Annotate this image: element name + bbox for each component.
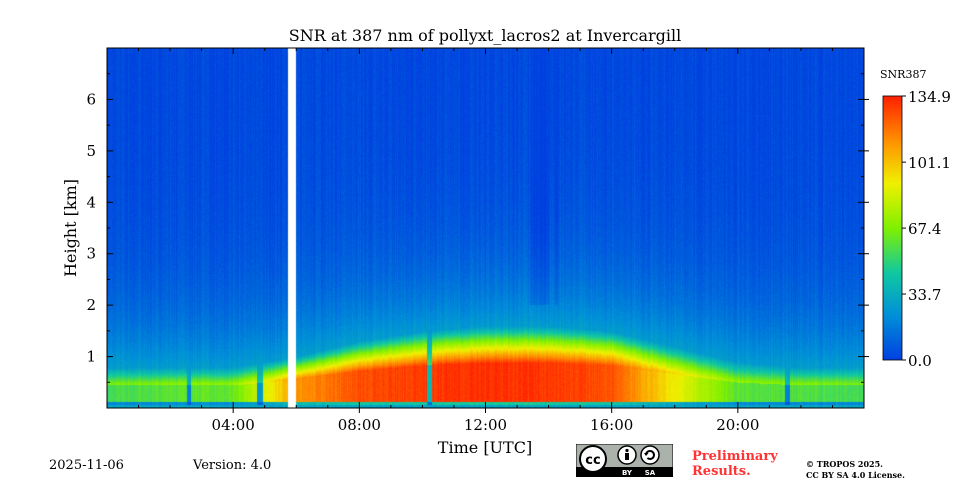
- preliminary-line-1: Preliminary: [692, 449, 778, 464]
- y-axis-label: Height [km]: [61, 179, 80, 277]
- y-tick-label: 2: [86, 296, 96, 314]
- creative-commons-icon: cc: [579, 445, 607, 473]
- y-tick-label: 4: [86, 193, 96, 211]
- colorbar-tick-label: 134.9: [908, 88, 951, 106]
- y-tick-label: 5: [86, 142, 96, 160]
- colorbar-tick-label: 0.0: [908, 352, 932, 370]
- svg-text:cc: cc: [585, 453, 600, 468]
- y-tick-label: 3: [86, 245, 96, 263]
- share-alike-icon: [640, 445, 660, 465]
- copyright-line-2: CC BY SA 4.0 License.: [806, 470, 905, 480]
- preliminary-line-2: Results.: [692, 464, 751, 479]
- y-axis: 1 2 3 4 5 6: [86, 73, 869, 383]
- cc-by-sa-license-badge: cc BY SA: [576, 444, 673, 477]
- snr-heatmap: [107, 48, 864, 408]
- colorbar-tick-label: 101.1: [908, 154, 951, 172]
- x-axis: 04:00 08:00 12:00 16:00 20:00: [138, 48, 833, 434]
- footer-date: 2025-11-06: [49, 458, 124, 473]
- colorbar-tick-label: 67.4: [908, 220, 941, 238]
- x-axis-label: Time [UTC]: [438, 438, 532, 457]
- x-tick-label: 08:00: [338, 416, 381, 434]
- badge-by-label: BY: [622, 469, 633, 477]
- y-tick-label: 1: [86, 348, 96, 366]
- copyright-line-1: © TROPOS 2025.: [806, 459, 883, 469]
- x-tick-label: 04:00: [212, 416, 255, 434]
- copyright-notice: © TROPOS 2025. CC BY SA 4.0 License.: [806, 459, 905, 481]
- badge-sa-label: SA: [645, 469, 656, 477]
- y-tick-label: 6: [86, 90, 96, 108]
- x-tick-label: 12:00: [464, 416, 507, 434]
- colorbar-ticks: 0.0 33.7 67.4 101.1 134.9: [902, 88, 951, 370]
- preliminary-results-notice: Preliminary Results.: [692, 449, 778, 479]
- heatmap-area: [107, 48, 864, 408]
- colorbar-label: SNR387: [880, 68, 926, 81]
- x-tick-label: 16:00: [590, 416, 633, 434]
- chart-title: SNR at 387 nm of pollyxt_lacros2 at Inve…: [289, 26, 682, 45]
- attribution-icon: [617, 445, 637, 465]
- colorbar-tick-label: 33.7: [908, 286, 941, 304]
- colorbar: [882, 95, 903, 361]
- footer-version: Version: 4.0: [193, 458, 272, 473]
- x-tick-label: 20:00: [716, 416, 759, 434]
